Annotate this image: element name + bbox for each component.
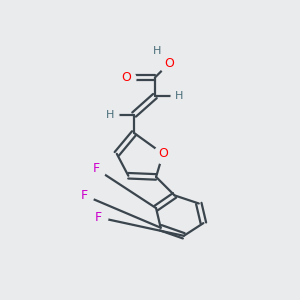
Text: O: O xyxy=(121,71,131,84)
Text: H: H xyxy=(175,91,183,101)
Text: F: F xyxy=(92,162,100,175)
Text: O: O xyxy=(164,57,174,70)
Text: H: H xyxy=(106,110,114,119)
Text: F: F xyxy=(95,211,102,224)
Text: O: O xyxy=(158,147,168,160)
Text: H: H xyxy=(153,46,161,56)
Text: F: F xyxy=(81,189,88,202)
